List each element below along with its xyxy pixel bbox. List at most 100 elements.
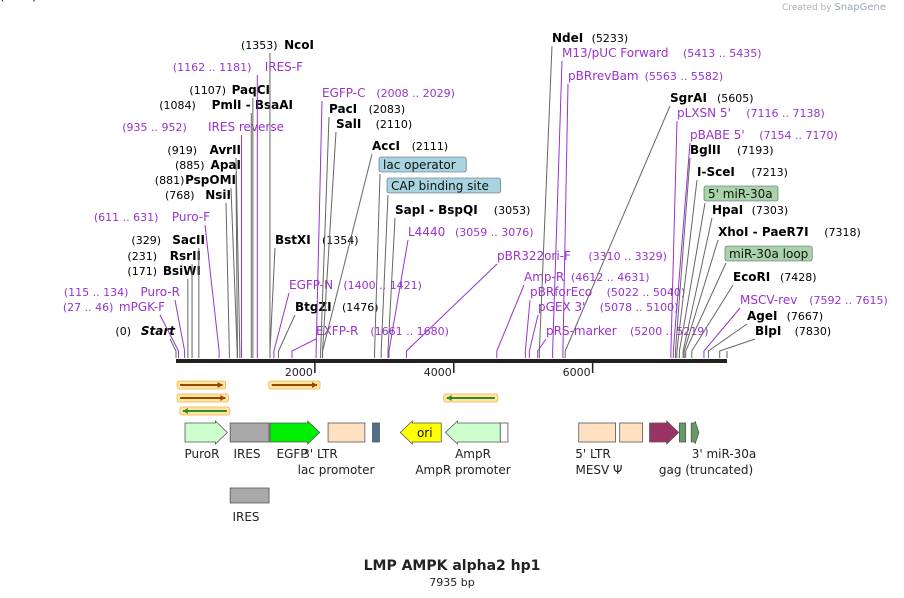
- primer-arrow: [176, 380, 227, 390]
- site-leader: [291, 338, 317, 358]
- feature-shape: [679, 422, 687, 443]
- site-paqci: PaqCI (1107): [189, 83, 270, 358]
- site-name: EXFP-R: [316, 324, 358, 338]
- site-name: pGEX 3': [538, 300, 585, 314]
- site-coord: (1162 .. 1181): [173, 61, 252, 74]
- site-name: AgeI: [747, 309, 777, 323]
- site-coord: (2083): [369, 103, 406, 116]
- site-coord: (7935): [0, 0, 37, 3]
- feature-label: 3' LTR: [302, 447, 337, 461]
- site-leader: [676, 179, 698, 358]
- feature-label: gag (truncated): [659, 463, 753, 477]
- feature-label: AmpR promoter: [415, 463, 510, 477]
- site-leader: [225, 202, 230, 358]
- site-name: AvrII: [209, 143, 241, 157]
- site-ecori: EcoRI (7428): [691, 270, 817, 358]
- site-coord: (7193): [737, 144, 774, 157]
- site-name: MSCV-rev: [740, 293, 797, 307]
- primer-arrow-head: [217, 382, 223, 388]
- site-name: EGFP-N: [289, 278, 333, 292]
- feature-shape: [184, 420, 228, 445]
- site-name: BsiWI: [163, 264, 201, 278]
- site-coord: (3053): [494, 204, 531, 217]
- feature-shape: [229, 422, 270, 443]
- site-leader: [524, 299, 531, 358]
- site-name: IRES reverse: [208, 120, 284, 134]
- site-leader: [174, 299, 186, 358]
- site-paci: PacI (2083): [320, 102, 406, 358]
- scale-tick-label: 6000: [563, 366, 591, 379]
- site-leader: [273, 292, 290, 358]
- site-name: SgrAI: [670, 91, 707, 105]
- feature-shape: [649, 420, 680, 445]
- site-coord: (5078 .. 5100): [600, 301, 679, 314]
- site-start: Start (0): [115, 324, 177, 358]
- site-box: [386, 177, 501, 194]
- site-leader: [564, 105, 671, 358]
- feature-inline-label: ori: [417, 426, 433, 440]
- feature-lac-promoter: lac promoter: [298, 422, 380, 477]
- site-name: pBR322ori-F: [497, 249, 571, 263]
- site-leader: [538, 45, 553, 358]
- feature-mesv: MESV Ψ: [575, 422, 644, 477]
- site-coord: (2111): [412, 140, 449, 153]
- site-coord: (27 .. 46): [63, 301, 114, 314]
- site-m13-puc-forward: M13/pUC Forward (5413 .. 5435): [552, 46, 762, 358]
- site-blpi: BlpI (7830): [719, 324, 832, 358]
- primer-arrow: [176, 393, 229, 403]
- feature-label: IRES: [232, 510, 259, 524]
- site-name: PspOMI: [185, 173, 236, 187]
- site-pspomi: PspOMI(881): [155, 173, 238, 358]
- site-agei: AgeI (7667): [707, 309, 824, 358]
- site-exfp-r: EXFP-R (1661 .. 1680): [291, 324, 449, 358]
- snapgene-logo: SnapGene: [834, 2, 886, 13]
- site-coord: (3310 .. 3329): [588, 250, 667, 263]
- site-name: CAP binding site: [391, 179, 489, 193]
- site-coord: (7303): [752, 204, 789, 217]
- site-coord: (7830): [795, 325, 832, 338]
- credit-prefix: Created by: [782, 3, 832, 13]
- primer-arrow-head: [446, 395, 452, 401]
- site-coord: (115 .. 134): [64, 286, 129, 299]
- feature-gag-truncated: gag (truncated): [649, 420, 753, 477]
- site-coord: (7667): [787, 310, 824, 323]
- site-name: EcoRI: [733, 270, 770, 284]
- site-coord: (1354): [322, 234, 359, 247]
- site-coord: (768): [165, 189, 195, 202]
- site-coord: (1661 .. 1680): [370, 325, 449, 338]
- site-coord: (7318): [824, 226, 861, 239]
- site-cap-binding-site: CAP binding site: [380, 177, 501, 358]
- site-mir-30a-loop: miR-30a loop: [685, 245, 813, 358]
- feature-shape: [229, 487, 270, 504]
- primer-arrow: [268, 380, 321, 390]
- site-name: AccI: [372, 139, 400, 153]
- site-leader: [528, 314, 539, 358]
- feature-shape: [444, 420, 501, 445]
- site-leader: [235, 157, 241, 358]
- site-sacii: SacII (329): [131, 233, 205, 358]
- site-name: SalI: [336, 117, 361, 131]
- site-name: pBRrevBam: [568, 69, 639, 83]
- site-name: pBABE 5': [690, 128, 745, 142]
- site-l4440: L4440 (3059 .. 3076): [388, 225, 534, 358]
- site-leader: [380, 194, 389, 358]
- site-leader: [707, 323, 748, 358]
- site-lac-operator: lac operator: [374, 156, 467, 358]
- site-leader: [552, 60, 563, 358]
- site-coord: (7116 .. 7138): [746, 107, 825, 120]
- site-name: 5' miR-30a: [708, 187, 773, 201]
- feature-shape: [619, 422, 644, 443]
- site-name: L4440: [408, 225, 445, 239]
- feature-label: MESV Ψ: [575, 463, 622, 477]
- site-leader: [320, 116, 330, 358]
- site-coord: (4612 .. 4631): [571, 271, 650, 284]
- site-name: lac operator: [383, 158, 456, 172]
- site-pbrrevbam: pBRrevBam (5563 .. 5582): [562, 69, 723, 358]
- site-coord: (7428): [780, 271, 817, 284]
- feature-shape: [269, 420, 321, 445]
- site-ires-f: IRES-F (1162 .. 1181): [173, 60, 303, 358]
- site-sgrai: SgrAI (5605): [564, 91, 754, 358]
- site-coord: (2008 .. 2029): [376, 87, 455, 100]
- site-coord: (231): [127, 250, 157, 263]
